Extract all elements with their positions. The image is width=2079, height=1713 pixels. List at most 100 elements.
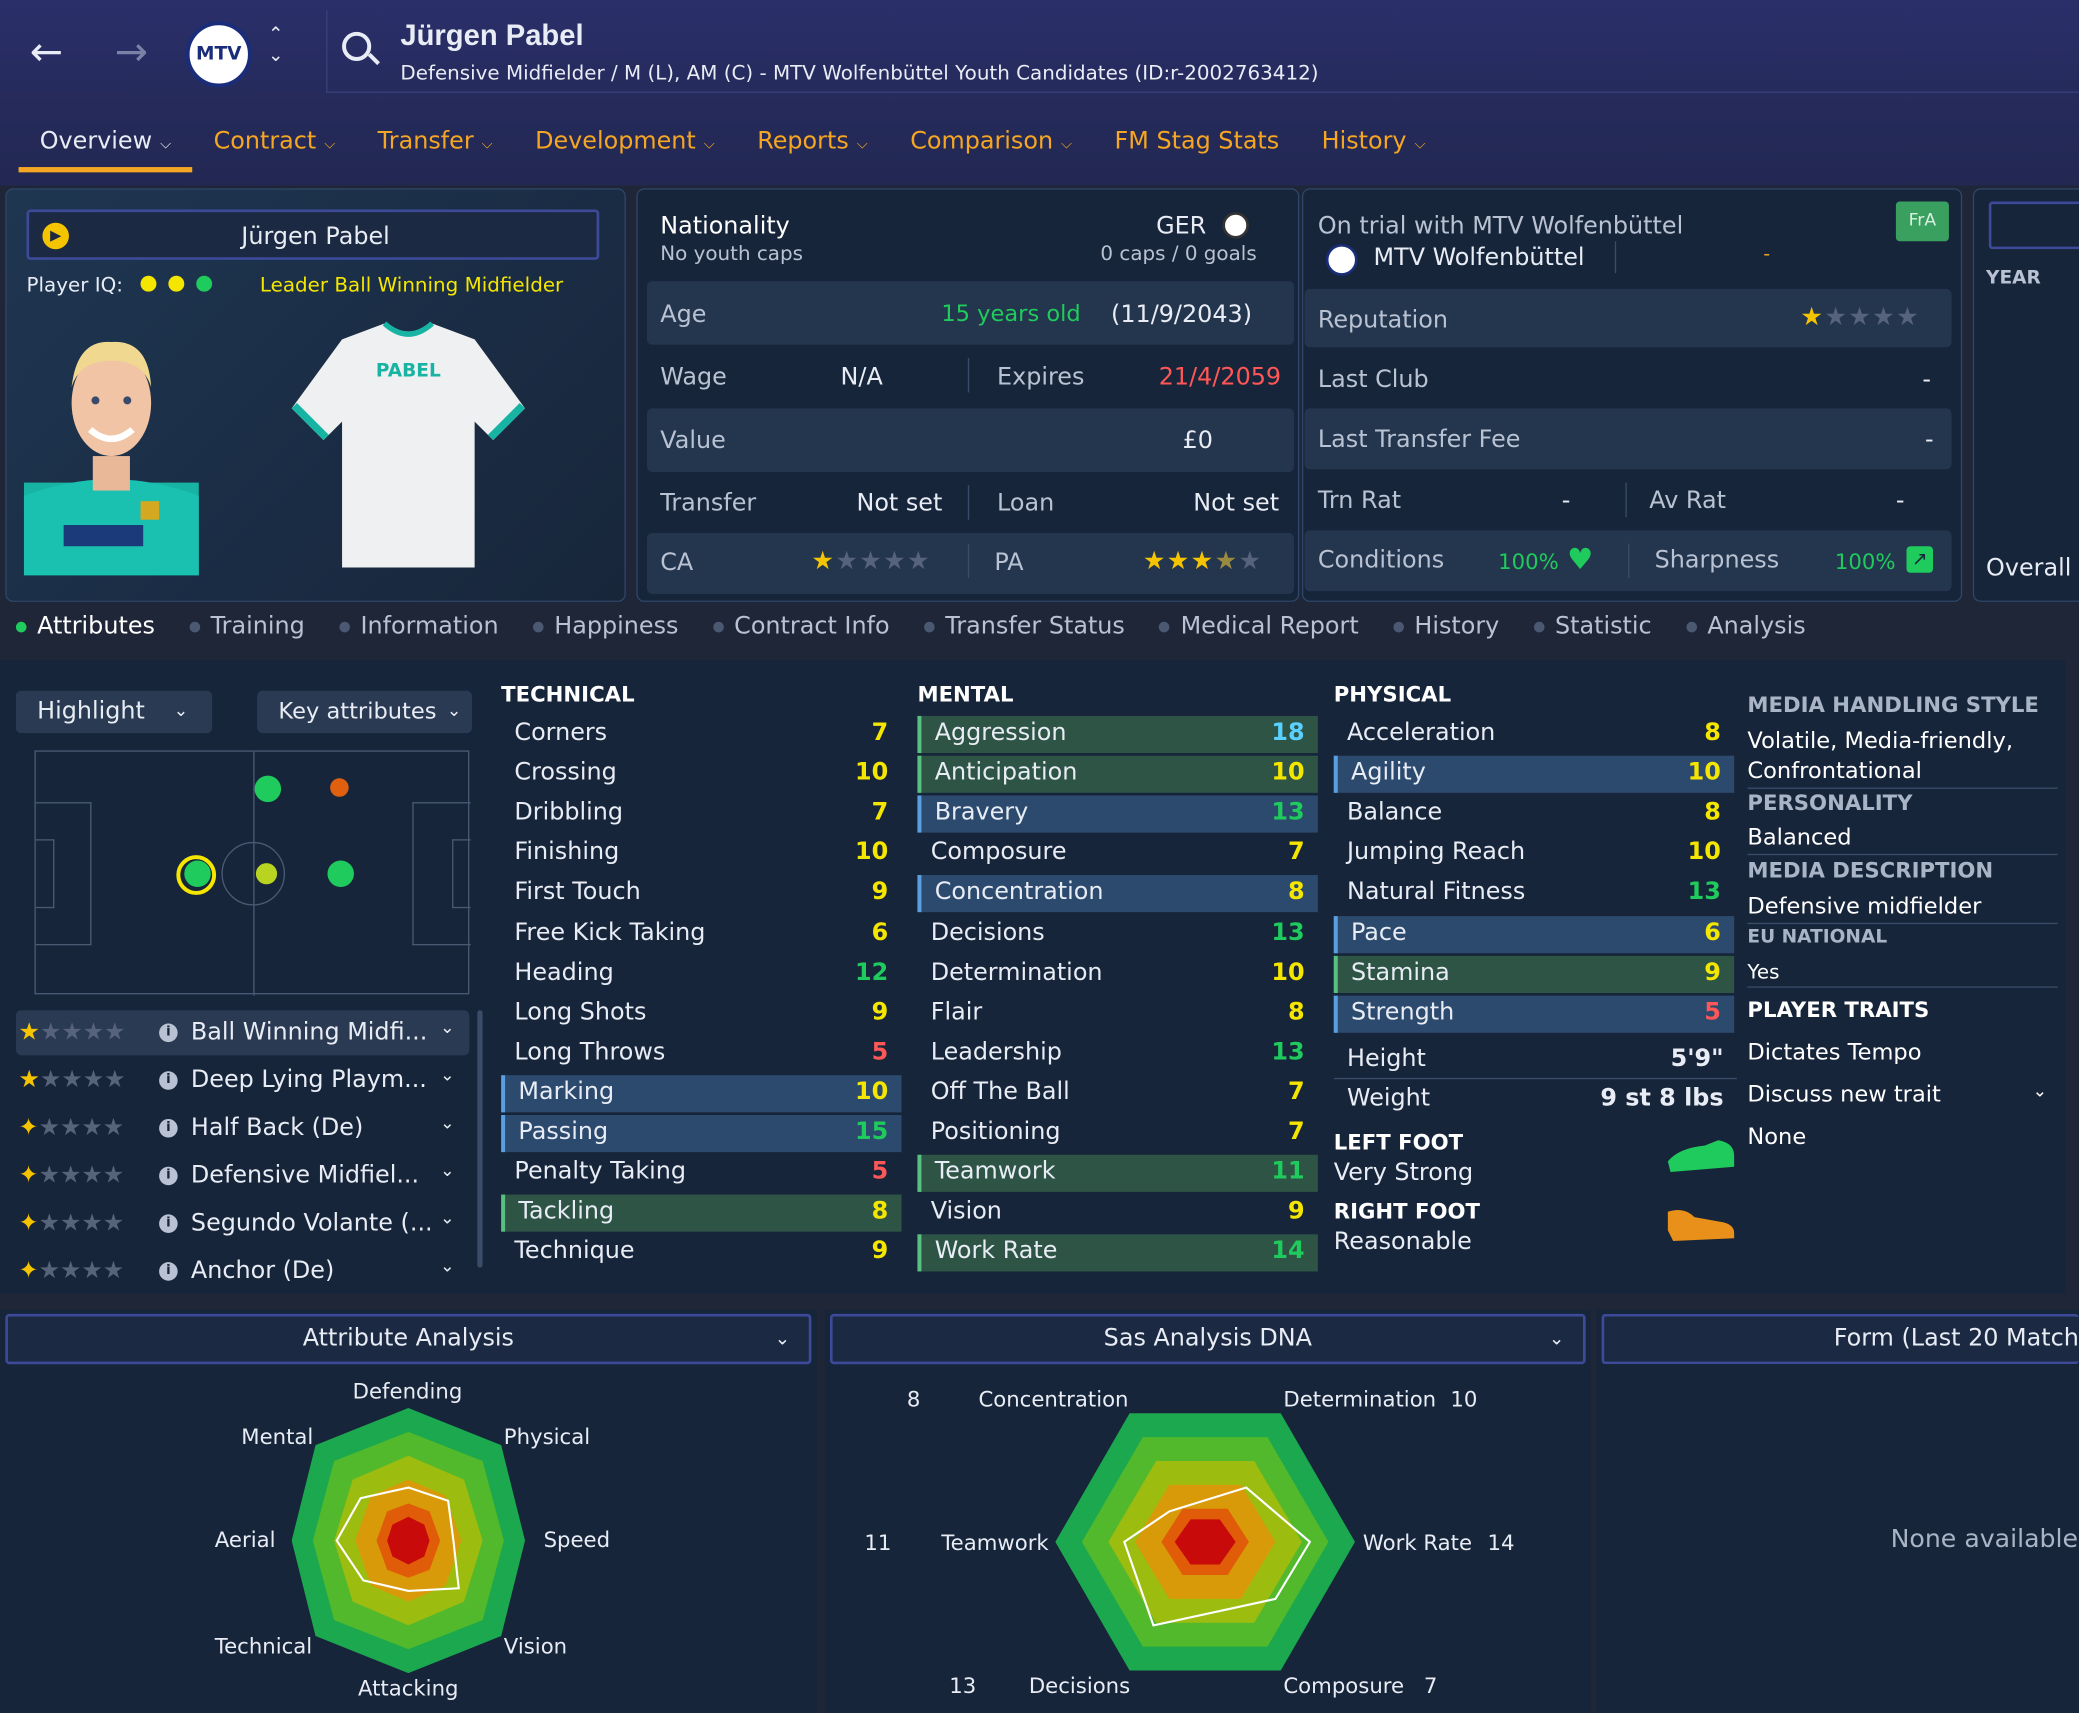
player-name-title: Jürgen Pabel (400, 18, 584, 52)
iq-dot-icon (196, 275, 213, 292)
attribute-row[interactable]: Teamwork 11 (917, 1154, 1318, 1193)
attribute-row[interactable]: Dribbling 7 (501, 796, 901, 833)
attribute-row[interactable]: Pace 6 (1333, 915, 1735, 953)
back-arrow-icon[interactable]: ← (29, 29, 64, 76)
attribute-row[interactable]: Bravery 13 (917, 795, 1318, 833)
attribute-row[interactable]: Marking 10 (501, 1075, 902, 1113)
subtab-contract-info[interactable]: Contract Info (697, 613, 890, 655)
subtab-history[interactable]: History (1377, 613, 1499, 655)
role-name: Half Back (De) (190, 1113, 364, 1142)
subtab-medical-report[interactable]: Medical Report (1143, 613, 1359, 655)
attribute-row[interactable]: Agility 10 (1333, 755, 1735, 793)
roles-scrollbar[interactable] (477, 1010, 483, 1268)
attribute-row[interactable]: Crossing 10 (501, 756, 901, 793)
chevron-down-icon[interactable]: ⌄ (440, 1256, 455, 1277)
overall-label: Overall (1986, 554, 2072, 583)
attribute-row[interactable]: Determination 10 (917, 955, 1317, 992)
dna-dropdown[interactable]: Sas Analysis DNA ⌄ (829, 1313, 1586, 1365)
tab-reports[interactable]: Reports ⌵ (757, 127, 868, 156)
tab-comparison[interactable]: Comparison ⌵ (910, 127, 1073, 156)
attribute-row[interactable]: Acceleration 8 (1334, 716, 1734, 753)
role-item[interactable]: ✦★★★★ i Anchor (De) ⌄ (16, 1249, 469, 1294)
last-club-label: Last Club (1317, 365, 1429, 394)
role-stars: ✦★★★★ (18, 1256, 125, 1285)
club-name[interactable]: MTV Wolfenbüttel (1373, 243, 1585, 272)
role-item[interactable]: ✦★★★★ i Defensive Midfiel... ⌄ (16, 1153, 469, 1198)
attribute-row[interactable]: Concentration 8 (917, 875, 1318, 913)
discuss-trait-dropdown[interactable]: Discuss new trait ⌄ (1747, 1081, 2048, 1109)
attribute-row[interactable]: Decisions 13 (917, 915, 1317, 952)
dna-value-concentration: 8 (906, 1386, 921, 1412)
reputation-stars: ★★★★★ (1800, 302, 1921, 332)
tab-fm-stag-stats[interactable]: FM Stag Stats (1114, 127, 1280, 156)
subtab-happiness[interactable]: Happiness (517, 613, 678, 655)
attribute-row[interactable]: Free Kick Taking 6 (501, 915, 901, 952)
tab-contract[interactable]: Contract ⌵ (213, 127, 336, 156)
attribute-row[interactable]: Positioning 7 (917, 1115, 1317, 1152)
attribute-row[interactable]: Tackling 8 (501, 1194, 902, 1232)
status-badge: FrA (1895, 201, 1949, 242)
search-icon[interactable] (342, 31, 372, 61)
info-icon[interactable]: i (159, 1118, 178, 1138)
attribute-row[interactable]: Penalty Taking 5 (501, 1155, 901, 1192)
attribute-row[interactable]: Long Shots 9 (501, 995, 901, 1032)
tab-history[interactable]: History ⌵ (1321, 127, 1426, 156)
role-item[interactable]: ★★★★★ i Ball Winning Midfi... ⌄ (15, 1010, 470, 1056)
chevron-down-icon[interactable]: ⌄ (440, 1161, 455, 1182)
attribute-row[interactable]: Flair 8 (917, 995, 1317, 1032)
attribute-row[interactable]: Technique 9 (501, 1235, 901, 1272)
subtab-transfer-status[interactable]: Transfer Status (908, 613, 1125, 655)
subtab-statistic[interactable]: Statistic (1518, 613, 1652, 655)
play-icon[interactable]: ▶ (42, 222, 69, 250)
attribute-row[interactable]: Natural Fitness 13 (1334, 876, 1734, 913)
attribute-analysis-dropdown[interactable]: Attribute Analysis ⌄ (5, 1313, 812, 1365)
attribute-row[interactable]: Heading 12 (501, 955, 901, 992)
attribute-row[interactable]: Off The Ball 7 (917, 1075, 1317, 1112)
attribute-row[interactable]: Composure 7 (917, 836, 1317, 873)
subtab-analysis[interactable]: Analysis (1670, 613, 1806, 655)
chevron-down-icon[interactable]: ⌄ (440, 1209, 455, 1230)
attribute-row[interactable]: Long Throws 5 (501, 1035, 901, 1072)
attribute-row[interactable]: Strength 5 (1333, 995, 1735, 1033)
attribute-row[interactable]: Leadership 13 (917, 1035, 1317, 1072)
attribute-row[interactable]: Corners 7 (501, 716, 901, 753)
attribute-name: Passing (518, 1117, 609, 1146)
role-item[interactable]: ✦★★★★ i Half Back (De) ⌄ (16, 1106, 469, 1151)
attribute-row[interactable]: Aggression 18 (917, 715, 1318, 754)
radar-label-speed: Speed (543, 1527, 611, 1553)
club-crest-icon[interactable]: MTV (185, 21, 252, 88)
highlight-dropdown[interactable]: Highlight ⌄ (15, 690, 213, 734)
attribute-row[interactable]: Passing 15 (501, 1114, 902, 1153)
tab-transfer[interactable]: Transfer ⌵ (377, 127, 493, 156)
tab-development[interactable]: Development ⌵ (535, 127, 715, 156)
history-dropdown[interactable] (1988, 201, 2079, 250)
info-icon[interactable]: i (159, 1214, 178, 1233)
attribute-row[interactable]: Vision 9 (917, 1195, 1317, 1232)
info-icon[interactable]: i (159, 1023, 178, 1043)
attribute-row[interactable]: Work Rate 14 (917, 1234, 1318, 1272)
attribute-row[interactable]: Anticipation 10 (917, 755, 1318, 793)
chevron-down-icon[interactable]: ⌄ (440, 1018, 455, 1039)
chevron-down-icon[interactable]: ⌄ (440, 1065, 455, 1086)
form-dropdown[interactable]: Form (Last 20 Match (1601, 1313, 2079, 1365)
attribute-row[interactable]: Balance 8 (1334, 796, 1734, 833)
subtab-information[interactable]: Information (323, 613, 499, 655)
attribute-row[interactable]: First Touch 9 (501, 876, 901, 913)
info-icon[interactable]: i (159, 1166, 178, 1186)
key-attributes-dropdown[interactable]: Key attributes ⌄ (257, 690, 472, 734)
forward-arrow-icon[interactable]: → (114, 29, 148, 76)
subtab-attributes[interactable]: Attributes (0, 613, 155, 655)
chevron-down-icon[interactable]: ⌄ (440, 1113, 455, 1134)
info-icon[interactable]: i (159, 1071, 178, 1090)
tab-overview[interactable]: Overview ⌵ (18, 119, 193, 173)
info-icon[interactable]: i (159, 1262, 178, 1281)
attribute-row[interactable]: Finishing 10 (501, 836, 901, 873)
trait-item: None (1747, 1124, 1807, 1151)
attribute-name: Agility (1350, 758, 1426, 787)
subtab-training[interactable]: Training (173, 613, 305, 655)
attribute-row[interactable]: Jumping Reach 10 (1334, 836, 1734, 873)
up-down-chevron-icon[interactable]: ⌃ ⌄ (267, 23, 284, 67)
attribute-row[interactable]: Stamina 9 (1333, 955, 1735, 993)
role-item[interactable]: ✦★★★★ i Segundo Volante (... ⌄ (16, 1201, 469, 1246)
role-item[interactable]: ★★★★★ i Deep Lying Playm... ⌄ (16, 1058, 469, 1103)
